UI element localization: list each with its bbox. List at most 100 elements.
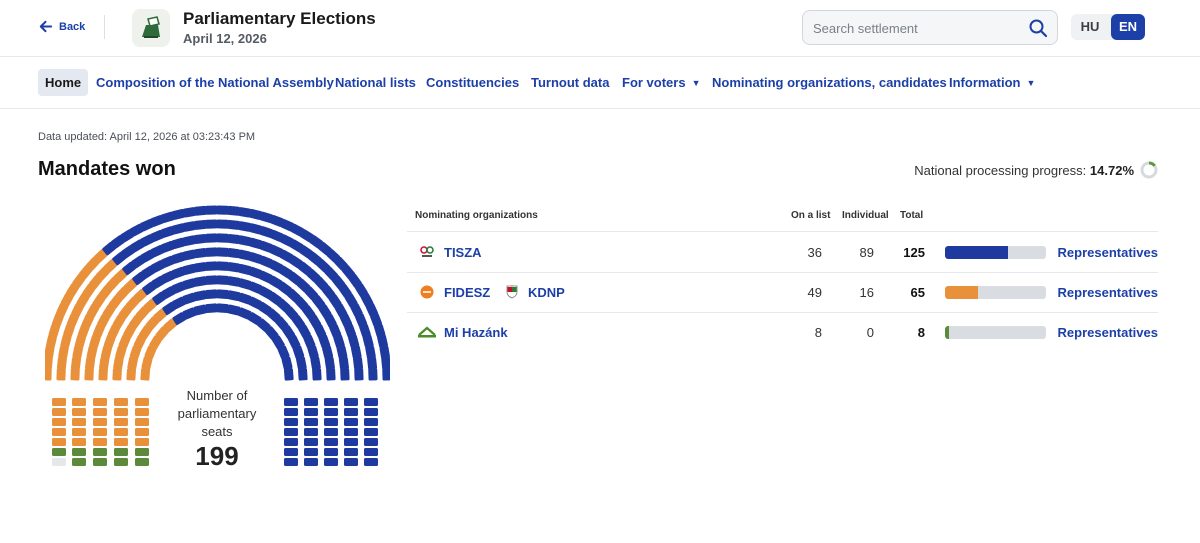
- seat: [97, 314, 110, 328]
- seat: [344, 324, 357, 338]
- election-date: April 12, 2026: [183, 31, 267, 46]
- seat: [161, 255, 175, 268]
- seat: [348, 334, 360, 349]
- nav-information[interactable]: Information ▼: [949, 69, 1035, 96]
- seat: [247, 312, 262, 326]
- seat: [182, 292, 197, 305]
- seat: [182, 249, 196, 261]
- seat: [344, 293, 358, 308]
- seat: [145, 316, 160, 331]
- seat: [368, 368, 378, 381]
- seat: [344, 448, 358, 456]
- seat: [138, 325, 152, 340]
- seat: [216, 275, 229, 285]
- arrow-left-icon: [39, 20, 53, 33]
- nav-home[interactable]: Home: [38, 69, 89, 96]
- seat: [216, 205, 229, 215]
- party-link-mi-hazank[interactable]: Mi Hazánk: [444, 325, 508, 340]
- seat: [182, 278, 196, 290]
- seat: [311, 295, 326, 309]
- seat: [161, 226, 175, 238]
- lang-en-button[interactable]: EN: [1111, 14, 1145, 40]
- seat: [86, 303, 100, 318]
- seat: [290, 223, 305, 237]
- party-link-fidesz[interactable]: FIDESZ: [444, 285, 491, 300]
- seat: [344, 418, 358, 426]
- seat: [81, 313, 95, 328]
- seat: [304, 458, 318, 466]
- divider: [407, 312, 1158, 313]
- seat: [60, 334, 72, 349]
- back-button[interactable]: Back: [38, 19, 85, 34]
- mi-hazank-logo-icon: [418, 326, 436, 338]
- seat: [237, 307, 252, 320]
- seat: [324, 314, 337, 328]
- seat: [72, 428, 86, 436]
- seat: [270, 215, 284, 227]
- party-link-tisza[interactable]: TISZA: [444, 245, 482, 260]
- nav-for-voters[interactable]: For voters ▼: [622, 69, 701, 96]
- seat: [60, 292, 74, 307]
- seat: [84, 368, 94, 381]
- seat: [283, 368, 294, 381]
- seat: [281, 356, 293, 370]
- seat: [151, 260, 165, 273]
- data-updated-text: Data updated: April 12, 2026 at 03:23:43…: [38, 131, 256, 143]
- seat: [140, 249, 155, 263]
- seat: [140, 234, 155, 247]
- seat: [100, 345, 112, 359]
- nav-national-lists[interactable]: National lists: [335, 69, 416, 96]
- seat: [216, 289, 229, 299]
- nav-nominating[interactable]: Nominating organizations, candidates: [712, 69, 947, 96]
- cell-on-list: 8: [814, 325, 822, 340]
- nav-constituencies[interactable]: Constituencies: [426, 69, 519, 96]
- seat: [248, 237, 263, 249]
- representatives-link[interactable]: Representatives: [1057, 285, 1158, 300]
- seat: [205, 275, 218, 285]
- seat: [92, 324, 105, 338]
- seat: [292, 345, 305, 360]
- seat: [193, 290, 207, 301]
- cell-individual: 0: [866, 325, 874, 340]
- seat: [45, 357, 53, 370]
- nav-constituencies-label: Constituencies: [426, 75, 520, 90]
- seat: [125, 296, 140, 311]
- seat: [93, 418, 107, 426]
- seat: [344, 458, 358, 466]
- seat: [102, 241, 117, 256]
- seat: [227, 233, 241, 244]
- nav-composition[interactable]: Composition of the National Assembly: [96, 69, 334, 96]
- cell-total: 65: [910, 285, 925, 300]
- seat: [112, 251, 127, 266]
- seat: [66, 313, 79, 328]
- seat: [58, 345, 69, 359]
- seat: [367, 357, 378, 370]
- seat: [257, 301, 272, 315]
- seat: [299, 245, 313, 259]
- seat: [287, 335, 301, 349]
- seat: [118, 305, 133, 319]
- representatives-link[interactable]: Representatives: [1057, 245, 1158, 260]
- seat: [66, 283, 80, 298]
- seat: [364, 408, 378, 416]
- seat: [360, 292, 374, 307]
- seat: [289, 239, 304, 253]
- search-input[interactable]: [813, 18, 1023, 38]
- cell-on-list: 49: [807, 285, 822, 300]
- seat: [324, 448, 338, 456]
- seat: [77, 324, 90, 338]
- representatives-link[interactable]: Representatives: [1057, 325, 1158, 340]
- seat: [56, 303, 69, 317]
- nav-turnout[interactable]: Turnout data: [531, 69, 609, 96]
- seat: [258, 286, 273, 299]
- seat: [135, 458, 149, 466]
- seat: [149, 335, 163, 350]
- party-link-kdnp[interactable]: KDNP: [528, 285, 565, 300]
- seat: [140, 368, 151, 381]
- seat: [171, 252, 186, 264]
- seat: [205, 205, 218, 215]
- lang-hu-button[interactable]: HU: [1080, 19, 1100, 34]
- seat: [153, 308, 168, 323]
- ballot-box-logo-icon: [132, 9, 170, 47]
- search-icon[interactable]: [1028, 18, 1048, 38]
